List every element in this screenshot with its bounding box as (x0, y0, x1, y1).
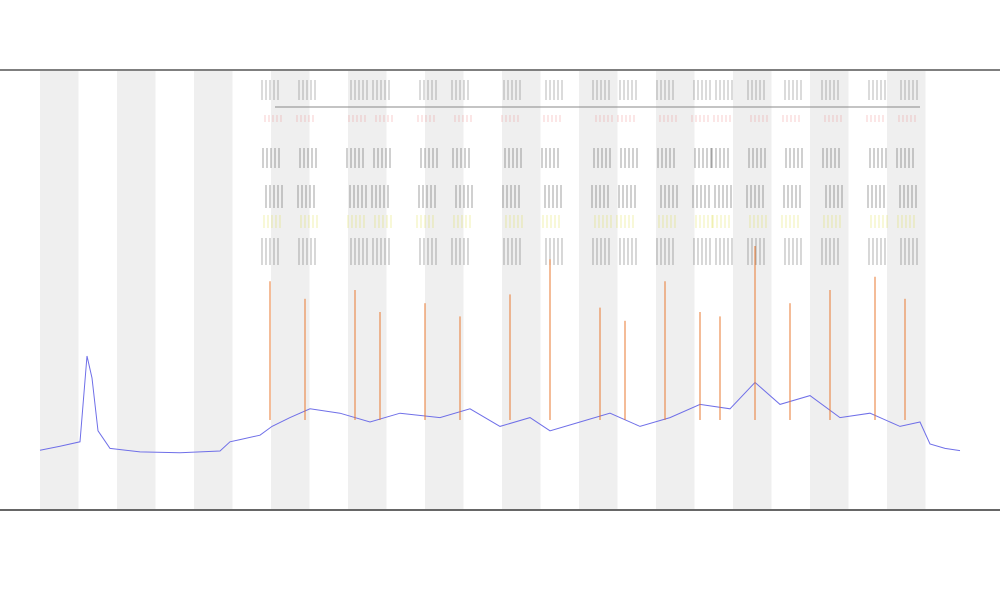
shaded-band (194, 71, 233, 509)
event-tracks (261, 80, 918, 265)
shaded-band (656, 71, 695, 509)
shaded-band (733, 71, 772, 509)
shaded-band (40, 71, 79, 509)
shaded-band (271, 71, 310, 509)
shaded-band (117, 71, 156, 509)
activity-line (39, 355, 961, 454)
shaded-band (810, 71, 849, 509)
shaded-band (579, 71, 618, 509)
background-bands (40, 71, 926, 509)
shaded-band (887, 71, 926, 509)
shaded-band (502, 71, 541, 509)
shaded-band (348, 71, 387, 509)
shaded-band (425, 71, 464, 509)
